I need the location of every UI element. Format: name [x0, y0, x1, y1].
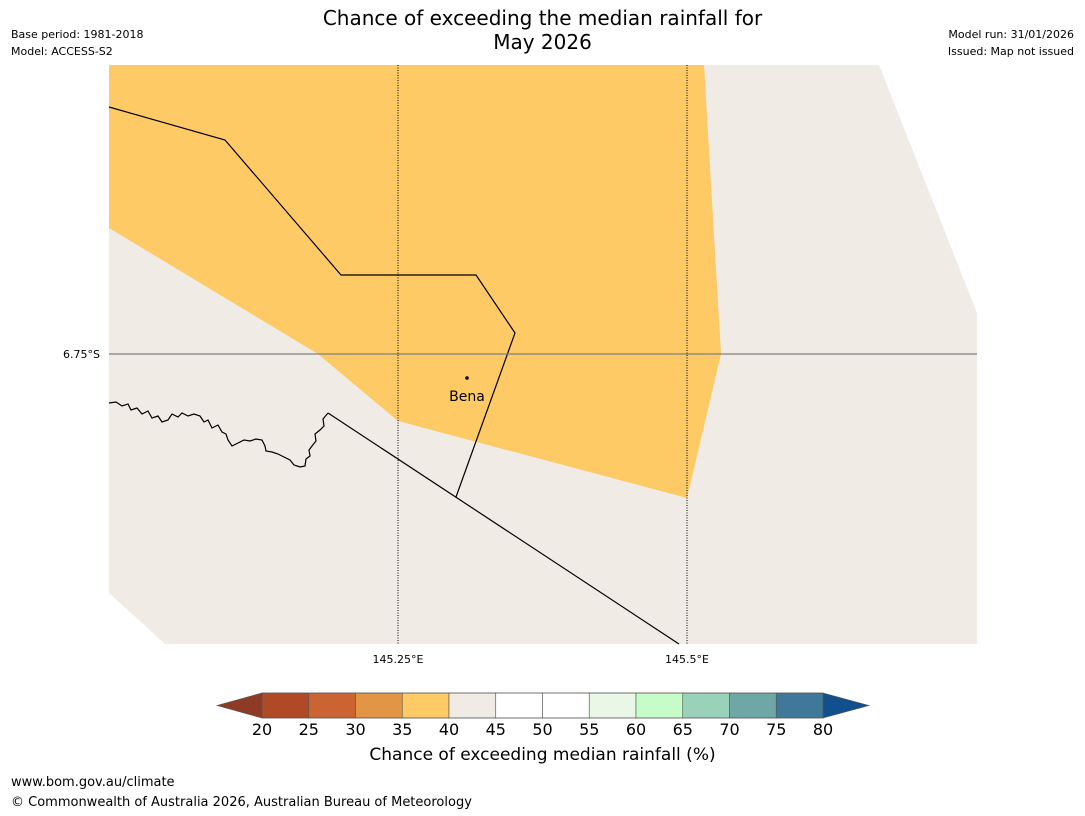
colorbar-tick-label: 75	[766, 720, 787, 739]
below-median-region	[109, 65, 721, 498]
colorbar-tick-label: 70	[719, 720, 740, 739]
admin-boundary	[108, 106, 516, 498]
model-run-text: Model run: 31/01/2026	[948, 28, 1074, 41]
meta-right: Model run: 31/01/2026 Issued: Map not is…	[948, 26, 1074, 60]
colorbar-cell	[401, 692, 450, 719]
colorbar-cell	[495, 692, 543, 719]
colorbar-tick-label: 35	[392, 720, 413, 739]
footer-url[interactable]: www.bom.gov.au/climate	[11, 775, 175, 790]
latitude-label: 6.75°S	[63, 348, 100, 361]
colorbar-tick-label: 30	[345, 720, 366, 739]
colorbar-tick-label: 50	[532, 720, 553, 739]
colorbar-cell	[635, 692, 684, 719]
title-line-2: May 2026	[493, 30, 592, 54]
colorbar-tick-label: 80	[812, 720, 834, 739]
longitude-label-145-25: 145.25°E	[373, 653, 424, 666]
colorbar-tick-label: 55	[579, 720, 600, 739]
colorbar-ticks: 20 25 30 35 40 45 50 55 60 65 70 75 80	[0, 720, 1085, 740]
colorbar-over-arrow	[822, 692, 871, 719]
colorbar-under-arrow	[215, 692, 263, 719]
colorbar-outline	[261, 692, 824, 719]
map-title: Chance of exceeding the median rainfall …	[0, 6, 1085, 54]
meta-left: Base period: 1981-2018 Model: ACCESS-S2	[11, 26, 143, 60]
town-label: Bena	[449, 389, 485, 405]
colorbar-label: Chance of exceeding median rainfall (%)	[369, 745, 716, 765]
colorbar-tick-label: 25	[298, 720, 319, 739]
colorbar-cell	[682, 692, 730, 719]
colorbar-cell	[261, 692, 310, 719]
title-line-1: Chance of exceeding the median rainfall …	[322, 6, 763, 30]
town-marker-dot	[465, 376, 469, 380]
colorbar	[215, 692, 871, 719]
colorbar-cell	[308, 692, 356, 719]
issued-text: Issued: Map not issued	[947, 45, 1074, 58]
colorbar-cell	[542, 692, 590, 719]
base-period-text: Base period: 1981-2018	[11, 28, 144, 41]
longitude-label-145-5: 145.5°E	[665, 653, 709, 666]
colorbar-cell	[775, 692, 824, 719]
footer-copyright: © Commonwealth of Australia 2026, Austra…	[11, 795, 472, 810]
colorbar-tick-label: 60	[625, 720, 647, 739]
colorbar-cell	[588, 692, 637, 719]
colorbar-tick-label: 20	[251, 720, 273, 739]
colorbar-tick-label: 40	[438, 720, 460, 739]
admin-boundary-south	[327, 412, 680, 645]
colorbar-tick-label: 45	[485, 720, 506, 739]
coastline	[108, 401, 329, 468]
model-text: Model: ACCESS-S2	[11, 45, 113, 58]
colorbar-tick-label: 65	[672, 720, 693, 739]
colorbar-cell	[355, 692, 403, 719]
colorbar-cell	[729, 692, 777, 719]
colorbar-cell	[448, 692, 497, 719]
